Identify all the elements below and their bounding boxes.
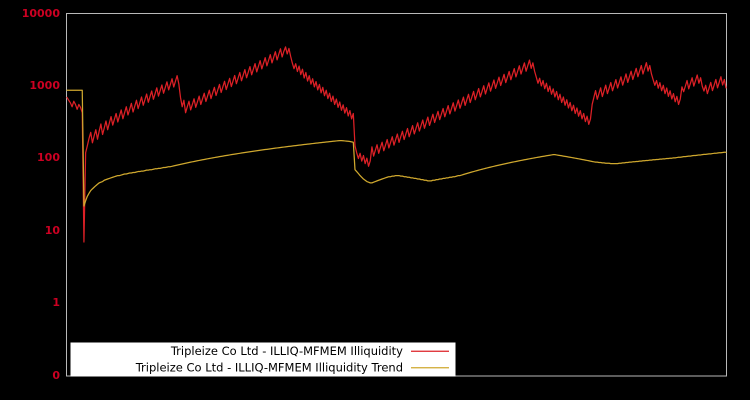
series-line-0 <box>66 46 727 243</box>
legend-label-1: Tripleize Co Ltd - ILLIQ-MFMEM Illiquidi… <box>135 360 403 374</box>
series-line-1 <box>66 89 727 207</box>
y-tick-label-2: 100 <box>37 151 60 164</box>
y-tick-label-5: 0 <box>52 369 60 382</box>
y-tick-label-4: 1 <box>52 296 60 309</box>
data-series-layer <box>66 46 727 243</box>
y-tick-label-1: 1000 <box>29 79 60 92</box>
legend-label-0: Tripleize Co Ltd - ILLIQ-MFMEM Illiquidi… <box>170 344 403 358</box>
y-tick-label-0: 10000 <box>22 7 61 20</box>
legend-background <box>70 342 456 377</box>
y-tick-label-3: 10 <box>45 224 61 237</box>
chart-legend: Tripleize Co Ltd - ILLIQ-MFMEM Illiquidi… <box>70 342 456 377</box>
